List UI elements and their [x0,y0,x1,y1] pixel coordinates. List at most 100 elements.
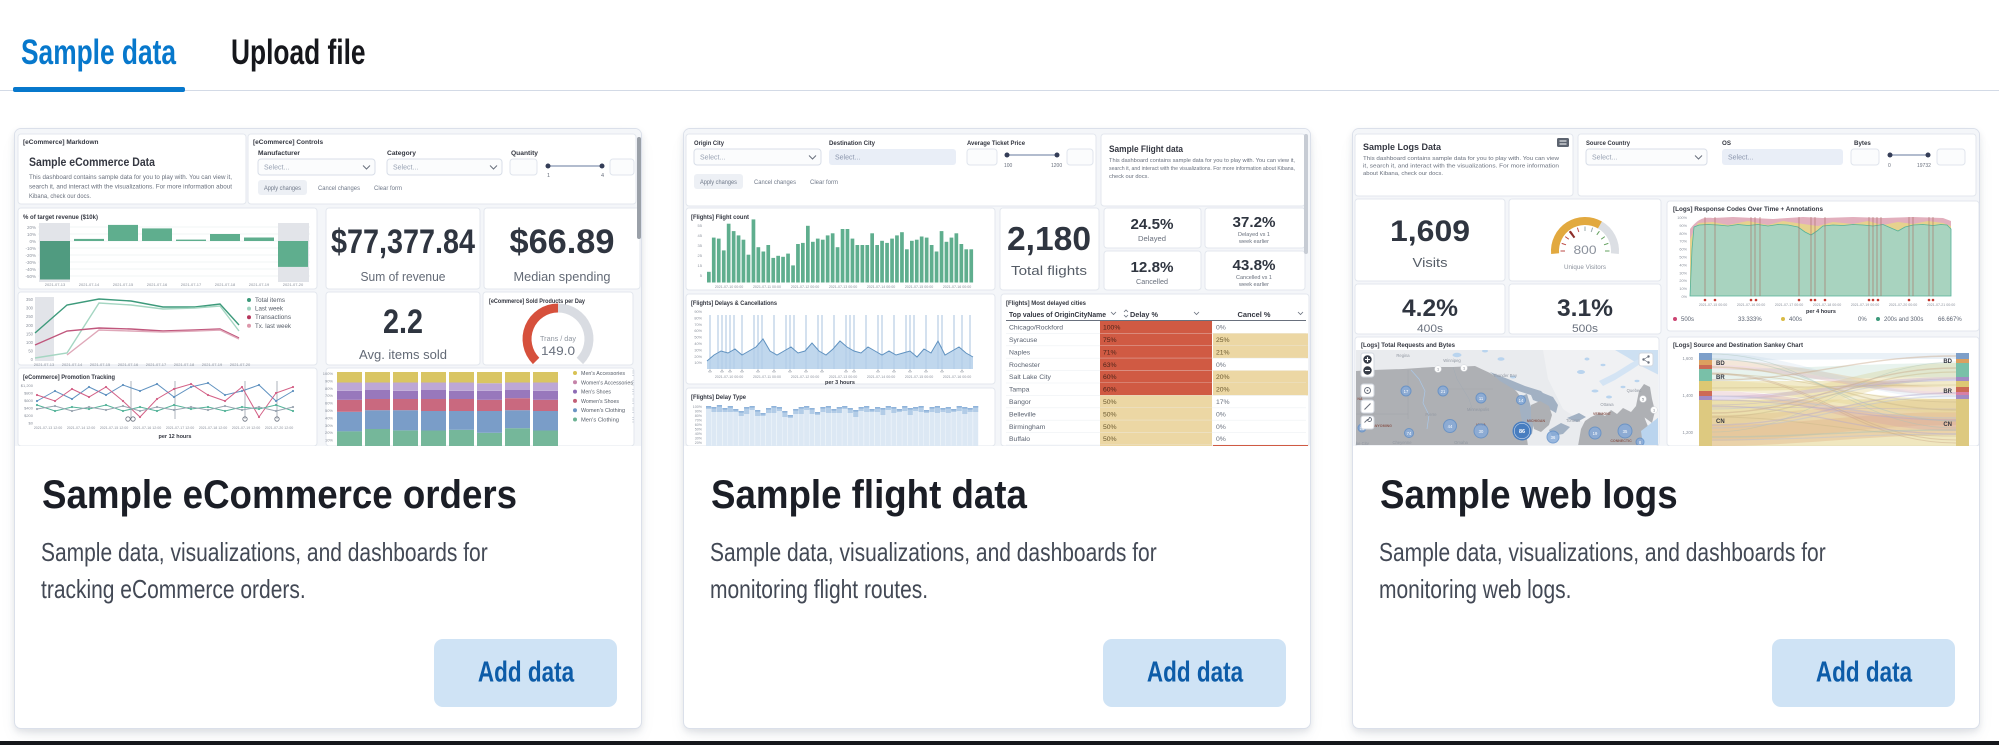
svg-text:100%: 100% [323,371,334,376]
svg-text:Select...: Select... [700,155,725,162]
svg-text:80%: 80% [695,414,703,418]
svg-text:Visits: Visits [1413,255,1449,270]
svg-text:30%: 30% [325,423,333,428]
svg-text:2021-07-10 00:00: 2021-07-10 00:00 [715,285,743,289]
svg-text:2021-07-14 00:00: 2021-07-14 00:00 [867,375,895,379]
svg-text:[Logs] Total Requests and Byte: [Logs] Total Requests and Bytes [1361,342,1455,349]
svg-text:BD: BD [1943,359,1952,365]
svg-text:90%: 90% [1679,224,1687,228]
svg-text:ke City: ke City [1356,441,1370,446]
svg-text:50%: 50% [694,336,702,340]
svg-text:Cancelled: Cancelled [1136,279,1168,286]
svg-text:Clear form: Clear form [374,185,402,192]
svg-text:Minneapolis: Minneapolis [1467,407,1489,412]
svg-text:2021-07-13: 2021-07-13 [34,362,55,367]
svg-text:2.2: 2.2 [383,303,423,341]
svg-text:2021-07-19 00:00: 2021-07-19 00:00 [1851,303,1879,307]
svg-text:21: 21 [1441,389,1446,394]
svg-text:[eCommerce] Sold Products per: [eCommerce] Sold Products per Day [489,299,586,305]
svg-text:90%: 90% [325,378,333,383]
svg-text:86: 86 [1519,429,1525,435]
svg-text:50%: 50% [325,408,333,413]
svg-text:Regina: Regina [1396,353,1410,358]
svg-text:2021-07-18 00:00: 2021-07-18 00:00 [1813,303,1841,307]
svg-text:search it, and interact with t: search it, and interact with the visuali… [1109,166,1295,172]
svg-text:Salt Lake City: Salt Lake City [1009,374,1052,381]
svg-text:it, search it, and interact wi: it, search it, and interact with the vis… [1363,164,1559,170]
svg-text:2021-07-12 00:00: 2021-07-12 00:00 [791,375,819,379]
svg-text:400s: 400s [1789,317,1802,323]
svg-text:30%: 30% [1679,271,1687,275]
svg-text:MICHIGAN: MICHIGAN [1527,419,1546,423]
svg-text:15: 15 [698,263,703,268]
svg-text:check our docs.: check our docs. [1109,174,1149,180]
svg-text:Trans / day: Trans / day [540,336,577,343]
svg-text:Sample Flight data: Sample Flight data [1109,144,1184,154]
svg-text:40%: 40% [1679,263,1687,267]
svg-text:100: 100 [1004,163,1013,169]
svg-text:74: 74 [1407,431,1412,436]
svg-text:Cancelled vs 1: Cancelled vs 1 [1236,275,1272,281]
svg-text:Birmingham: Birmingham [1009,424,1046,431]
svg-text:5: 5 [1642,398,1644,402]
svg-text:0%: 0% [29,239,36,244]
svg-text:0%: 0% [1216,362,1226,369]
svg-text:Total items: Total items [255,297,285,304]
svg-text:2021-07-13 00:00: 2021-07-13 00:00 [829,285,857,289]
svg-text:Origin City: Origin City [694,140,725,147]
svg-text:week earlier: week earlier [1238,282,1269,288]
svg-text:Men's Accessories: Men's Accessories [581,371,625,377]
svg-text:2021-07-18 12:00: 2021-07-18 12:00 [199,426,227,430]
svg-text:This dashboard contains sample: This dashboard contains sample data for … [29,174,232,181]
svg-text:200: 200 [26,323,34,328]
svg-text:500s: 500s [1572,323,1599,335]
svg-text:Cheyenne: Cheyenne [1392,440,1412,445]
svg-text:Bangor: Bangor [1009,399,1032,406]
svg-text:36: 36 [1551,435,1556,440]
svg-text:2021-07-14: 2021-07-14 [79,282,100,287]
svg-text:2021-07-19 12:00: 2021-07-19 12:00 [232,426,260,430]
svg-text:20%: 20% [27,225,36,230]
svg-text:⋮: ⋮ [630,390,636,396]
svg-text:2021-07-16 00:00: 2021-07-16 00:00 [943,285,971,289]
svg-text:Tampa: Tampa [1009,387,1030,394]
svg-text:50%: 50% [1679,256,1687,260]
svg-text:3.1%: 3.1% [1557,295,1613,322]
svg-text:2021-07-17 00:00: 2021-07-17 00:00 [1775,303,1803,307]
svg-text:60%: 60% [325,401,333,406]
svg-text:25: 25 [698,253,703,258]
svg-text:44: 44 [1448,424,1453,429]
svg-text:Cancel changes: Cancel changes [318,185,361,192]
svg-text:10%: 10% [1679,287,1687,291]
svg-text:55: 55 [698,223,703,228]
svg-text:Delayed vs 1: Delayed vs 1 [1238,232,1270,238]
svg-text:2021-07-18: 2021-07-18 [215,282,236,287]
svg-text:19732: 19732 [1917,163,1931,169]
svg-text:2021-07-16 12:00: 2021-07-16 12:00 [133,426,161,430]
svg-text:250: 250 [26,314,34,319]
svg-text:2021-07-15: 2021-07-15 [113,282,134,287]
svg-text:Apply changes: Apply changes [700,179,737,186]
svg-text:Winnipeg: Winnipeg [1443,358,1461,363]
svg-text:Source Country: Source Country [1586,140,1631,147]
svg-text:24.5%: 24.5% [1131,216,1174,233]
svg-text:37.2%: 37.2% [1233,214,1276,231]
svg-text:1: 1 [1437,368,1439,372]
svg-text:2021-07-11 00:00: 2021-07-11 00:00 [753,375,781,379]
svg-text:60%: 60% [1103,374,1117,381]
svg-text:50: 50 [28,349,33,354]
svg-text:% of target revenue ($10k): % of target revenue ($10k) [23,214,98,221]
svg-text:20%: 20% [1216,374,1230,381]
svg-text:⋮: ⋮ [630,418,636,424]
svg-text:WYOMING: WYOMING [1374,424,1392,428]
svg-text:10%: 10% [325,438,333,443]
svg-text:2021-07-20 00:00: 2021-07-20 00:00 [1889,303,1917,307]
svg-text:80%: 80% [1679,232,1687,236]
svg-text:4.2%: 4.2% [1402,295,1458,322]
svg-text:Unique Visitors: Unique Visitors [1564,265,1606,271]
svg-text:2021-07-12 00:00: 2021-07-12 00:00 [791,285,819,289]
svg-text:Top values of OriginCityName: Top values of OriginCityName [1009,312,1106,319]
svg-text:$800: $800 [24,391,34,396]
svg-text:Select...: Select... [835,155,860,162]
svg-text:60%: 60% [1679,248,1687,252]
